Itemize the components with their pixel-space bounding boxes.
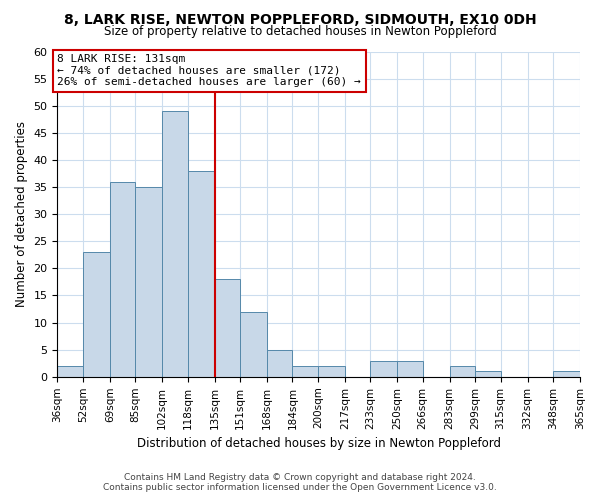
Y-axis label: Number of detached properties: Number of detached properties [15,121,28,307]
Bar [135,187,162,377]
Bar [475,372,500,377]
Text: Size of property relative to detached houses in Newton Poppleford: Size of property relative to detached ho… [104,25,496,38]
Bar [450,366,475,377]
Text: 8 LARK RISE: 131sqm
← 74% of detached houses are smaller (172)
26% of semi-detac: 8 LARK RISE: 131sqm ← 74% of detached ho… [58,54,361,88]
Bar [58,366,83,377]
Bar [397,360,423,377]
Bar [318,366,345,377]
Text: Contains HM Land Registry data © Crown copyright and database right 2024.
Contai: Contains HM Land Registry data © Crown c… [103,473,497,492]
Bar [370,360,397,377]
Bar [240,312,267,377]
Bar [110,182,135,377]
Bar [188,171,215,377]
Bar [83,252,110,377]
X-axis label: Distribution of detached houses by size in Newton Poppleford: Distribution of detached houses by size … [137,437,501,450]
Bar [162,111,188,377]
Text: 8, LARK RISE, NEWTON POPPLEFORD, SIDMOUTH, EX10 0DH: 8, LARK RISE, NEWTON POPPLEFORD, SIDMOUT… [64,12,536,26]
Bar [215,279,240,377]
Bar [267,350,292,377]
Bar [553,372,580,377]
Bar [292,366,318,377]
